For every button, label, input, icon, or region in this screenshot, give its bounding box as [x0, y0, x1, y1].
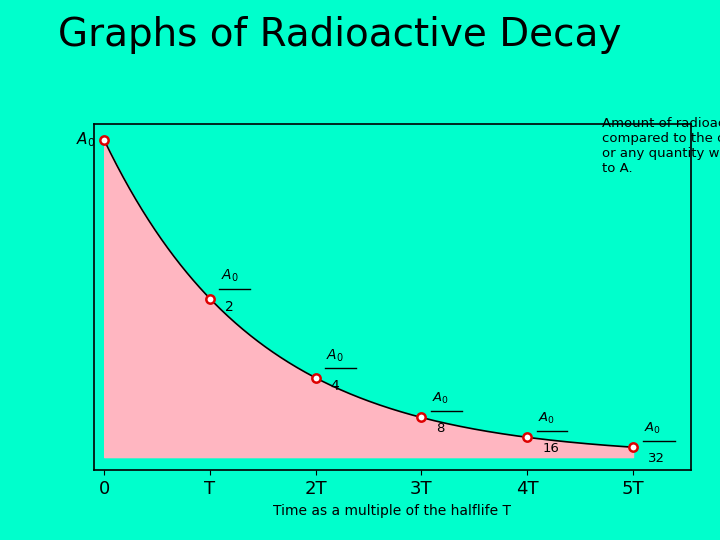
X-axis label: Time as a multiple of the halflife T: Time as a multiple of the halflife T: [274, 504, 511, 518]
Text: 32: 32: [648, 452, 665, 465]
Text: $A_0$: $A_0$: [432, 392, 449, 407]
Text: 8: 8: [436, 422, 445, 435]
Text: 16: 16: [542, 442, 559, 455]
Text: $A_0$: $A_0$: [326, 347, 344, 363]
Text: Amount of radioactive material A
compared to the original amount A₀
or any quant: Amount of radioactive material A compare…: [601, 117, 720, 176]
Text: $A_0$: $A_0$: [76, 131, 96, 150]
Text: 2: 2: [225, 300, 233, 314]
Text: $A_0$: $A_0$: [220, 268, 238, 285]
Text: 4: 4: [330, 380, 339, 394]
Text: $A_0$: $A_0$: [538, 411, 555, 426]
Text: Graphs of Radioactive Decay: Graphs of Radioactive Decay: [58, 16, 621, 54]
Text: $A_0$: $A_0$: [644, 421, 661, 436]
